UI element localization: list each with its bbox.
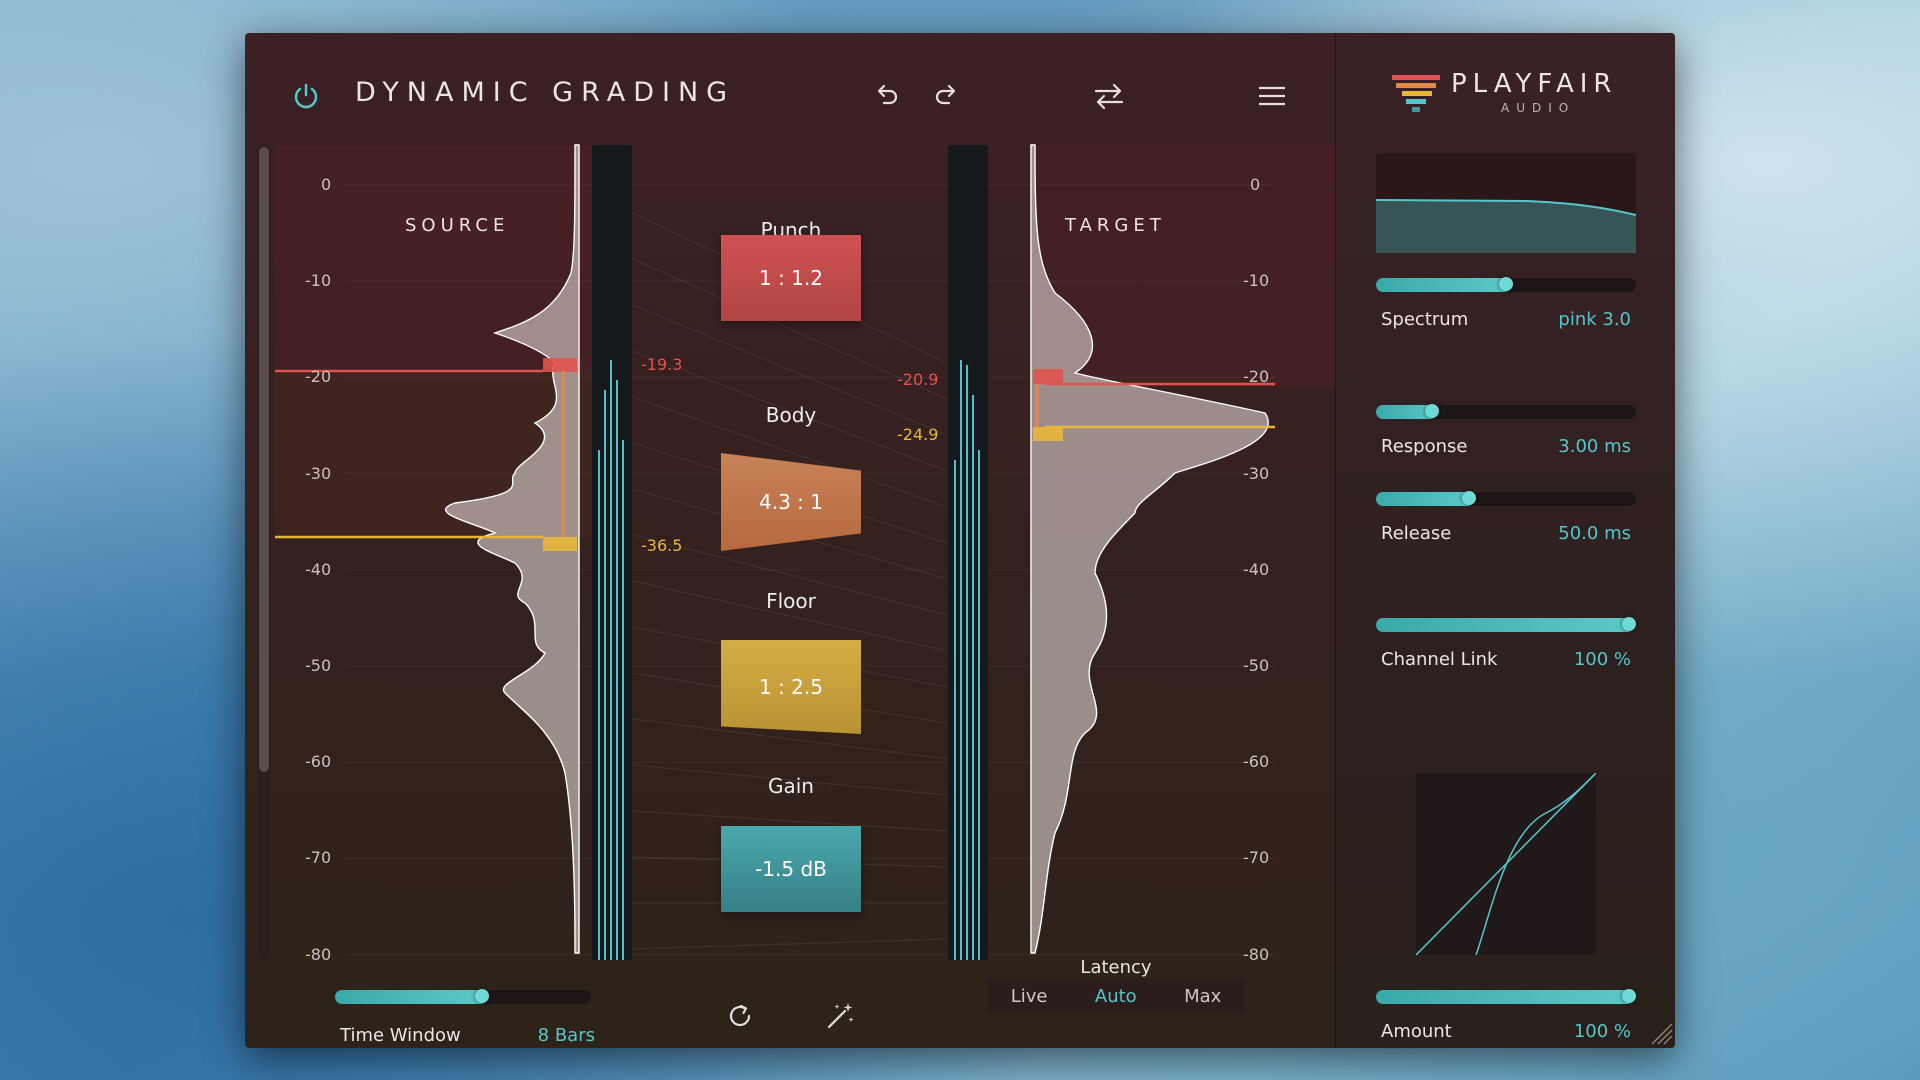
gain-control[interactable]: -1.5 dB — [721, 826, 861, 912]
redo-button[interactable] — [925, 75, 967, 117]
magic-wand-icon — [827, 1003, 854, 1029]
source-scale-tick: -20 — [305, 367, 332, 387]
power-icon — [294, 83, 318, 109]
brand-logo — [1388, 71, 1444, 119]
body-ratio-value: 4.3 : 1 — [759, 490, 823, 514]
zoom-scrollbar-thumb[interactable] — [259, 147, 269, 772]
punch-ratio-control[interactable]: 1 : 1.2 — [721, 235, 861, 321]
response-knob[interactable] — [1425, 404, 1439, 418]
amount-knob[interactable] — [1622, 989, 1636, 1003]
channel-link-knob[interactable] — [1622, 617, 1636, 631]
release-slider[interactable] — [1376, 491, 1636, 506]
response-value[interactable]: 3.00 ms — [1558, 436, 1631, 457]
target-scale-tick: 0 — [1250, 175, 1261, 194]
floor-ratio-control[interactable]: 1 : 2.5 — [721, 640, 861, 734]
source-scale-tick: 0 — [321, 175, 332, 194]
target-scale-tick: -80 — [1243, 944, 1270, 964]
target-scale-tick: -40 — [1243, 559, 1270, 579]
time-window-knob[interactable] — [475, 989, 489, 1003]
target-scale-tick: -60 — [1243, 752, 1270, 772]
source-label: SOURCE — [405, 215, 510, 236]
undo-button[interactable] — [866, 75, 908, 117]
zoom-scrollbar-track[interactable] — [258, 145, 270, 960]
power-button[interactable] — [285, 75, 327, 117]
spectrum-slider[interactable] — [1376, 277, 1636, 292]
spectrum-label: Spectrum — [1381, 309, 1469, 330]
dynamics-display — [275, 144, 1335, 956]
floor-label: Floor — [766, 589, 816, 613]
brand-name: PLAYFAIR — [1451, 69, 1618, 99]
source-scale-tick: -50 — [305, 656, 332, 675]
gain-value: -1.5 dB — [755, 857, 827, 881]
target-lower-threshold[interactable]: -24.9 — [897, 425, 939, 444]
amount-slider[interactable] — [1376, 989, 1636, 1004]
source-lower-threshold[interactable]: -36.5 — [641, 536, 683, 555]
channel-link-slider[interactable] — [1376, 617, 1636, 632]
source-meter — [592, 145, 632, 960]
latency-option-auto[interactable]: Auto — [1094, 985, 1137, 1007]
playfair-logo-icon — [1392, 75, 1440, 112]
side-panel: PLAYFAIR AUDIO Spectrum pink 3.0 Respons… — [1335, 33, 1675, 1048]
release-knob[interactable] — [1462, 491, 1476, 505]
channel-link-value[interactable]: 100 % — [1573, 649, 1631, 670]
amount-label: Amount — [1381, 1021, 1452, 1042]
transfer-curve-display — [1416, 773, 1596, 955]
target-scale-tick: -10 — [1243, 271, 1270, 291]
time-window-slider[interactable] — [335, 989, 591, 1004]
floor-ratio-value: 1 : 2.5 — [759, 675, 823, 699]
spectrum-knob[interactable] — [1499, 277, 1513, 291]
release-label: Release — [1381, 523, 1452, 544]
menu-icon — [1259, 86, 1285, 106]
source-histogram — [445, 144, 580, 954]
brand-sub: AUDIO — [1501, 101, 1576, 115]
source-scale-tick: -30 — [305, 463, 332, 483]
target-histogram — [1030, 144, 1269, 954]
reset-button[interactable] — [719, 995, 761, 1037]
reset-icon — [729, 1004, 751, 1027]
target-label: TARGET — [1065, 215, 1166, 236]
target-meter — [948, 145, 988, 960]
resize-grip-icon[interactable] — [1646, 1018, 1674, 1046]
menu-button[interactable] — [1251, 75, 1293, 117]
swap-button[interactable] — [1088, 75, 1130, 117]
target-scale-tick: -70 — [1243, 848, 1270, 868]
source-scale-tick: -40 — [305, 559, 332, 579]
amount-value[interactable]: 100 % — [1573, 1021, 1631, 1042]
spectrum-display — [1376, 153, 1636, 253]
response-slider[interactable] — [1376, 404, 1636, 419]
latency-option-max[interactable]: Max — [1184, 985, 1222, 1007]
latency-option-live[interactable]: Live — [1010, 985, 1048, 1007]
target-scale-tick: -50 — [1243, 656, 1270, 675]
source-scale-tick: -10 — [305, 271, 332, 291]
plugin-title: DYNAMIC GRADING — [355, 77, 736, 108]
spectrum-value[interactable]: pink 3.0 — [1558, 309, 1631, 330]
source-scale-tick: -70 — [305, 848, 332, 868]
swap-icon — [1094, 83, 1124, 110]
redo-icon — [935, 84, 956, 105]
time-window-label: Time Window — [340, 1025, 461, 1046]
target-upper-threshold[interactable]: -20.9 — [897, 370, 939, 389]
undo-icon — [877, 84, 898, 105]
target-scale-tick: -30 — [1243, 463, 1270, 483]
response-label: Response — [1381, 436, 1468, 457]
body-ratio-control[interactable]: 4.3 : 1 — [721, 453, 861, 551]
body-label: Body — [765, 403, 817, 427]
main-panel: DYNAMIC GRADING — [245, 33, 1335, 1048]
source-scale-tick: -80 — [305, 944, 332, 964]
channel-link-label: Channel Link — [1381, 649, 1498, 670]
latency-label: Latency — [1080, 957, 1152, 978]
source-upper-threshold[interactable]: -19.3 — [641, 355, 683, 374]
auto-adjust-button[interactable] — [819, 995, 861, 1037]
gain-label: Gain — [768, 774, 814, 798]
plugin-window: DYNAMIC GRADING — [245, 33, 1675, 1048]
release-value[interactable]: 50.0 ms — [1558, 523, 1631, 544]
target-scale-tick: -20 — [1243, 367, 1270, 387]
punch-ratio-value: 1 : 1.2 — [759, 266, 823, 290]
time-window-value[interactable]: 8 Bars — [537, 1025, 595, 1046]
latency-selector[interactable]: Live Auto Max — [987, 979, 1245, 1013]
source-scale-tick: -60 — [305, 752, 332, 772]
